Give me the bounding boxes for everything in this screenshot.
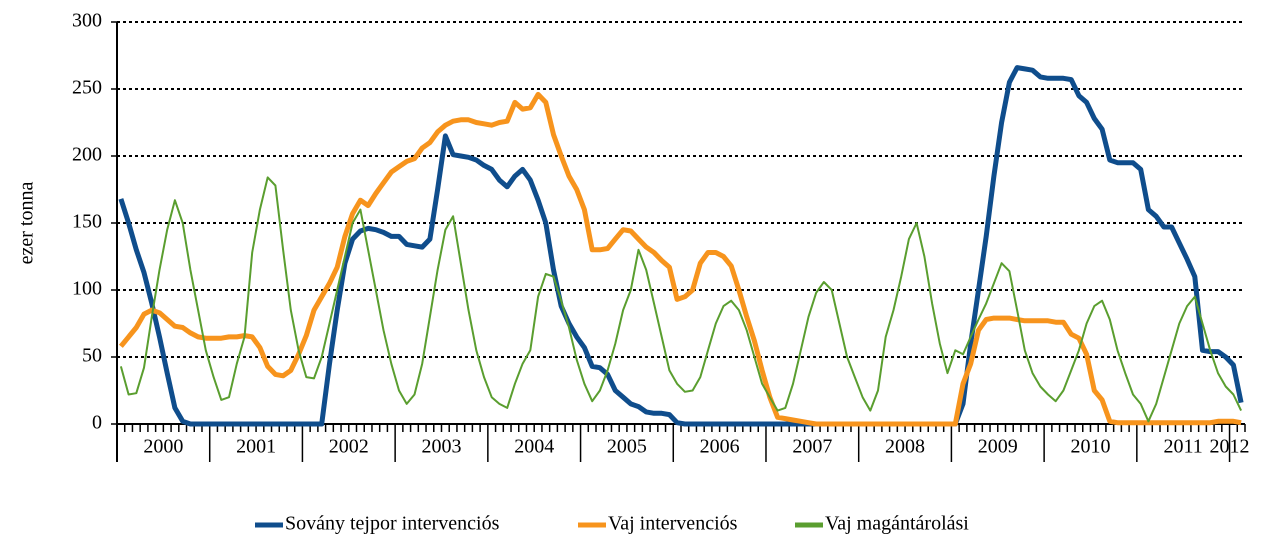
y-tick-label: 250 <box>72 77 102 99</box>
series-line <box>118 91 1242 427</box>
x-tick-label: 2011 <box>1164 436 1203 458</box>
x-tick-label: 2000 <box>143 436 183 458</box>
x-tick-label: 2005 <box>607 436 647 458</box>
series-line <box>118 65 1244 427</box>
y-tick-label: 200 <box>72 144 102 166</box>
x-tick-label: 2012 <box>1210 436 1250 458</box>
x-tick-label: 2003 <box>421 436 461 458</box>
x-tick-label: 2006 <box>700 436 740 458</box>
x-tick-label: 2004 <box>514 436 554 458</box>
y-tick-label: 100 <box>72 278 102 300</box>
x-tick-label: 2001 <box>236 436 276 458</box>
series-line <box>119 176 1243 423</box>
legend-label: Vaj magántárolási <box>825 513 969 535</box>
x-tick-label: 2010 <box>1070 436 1110 458</box>
y-tick-label: 0 <box>92 412 102 434</box>
x-tick-label: 2007 <box>792 436 832 458</box>
x-tick-label: 2008 <box>885 436 925 458</box>
legend-label: Vaj intervenciós <box>608 513 738 535</box>
y-tick-label: 50 <box>82 345 102 367</box>
y-axis-label: ezer tonna <box>16 182 38 265</box>
x-tick-label: 2002 <box>329 436 369 458</box>
x-tick-label: 2009 <box>978 436 1018 458</box>
y-tick-label: 300 <box>72 10 102 32</box>
legend-label: Sovány tejpor intervenciós <box>285 513 500 535</box>
y-tick-label: 150 <box>72 211 102 233</box>
